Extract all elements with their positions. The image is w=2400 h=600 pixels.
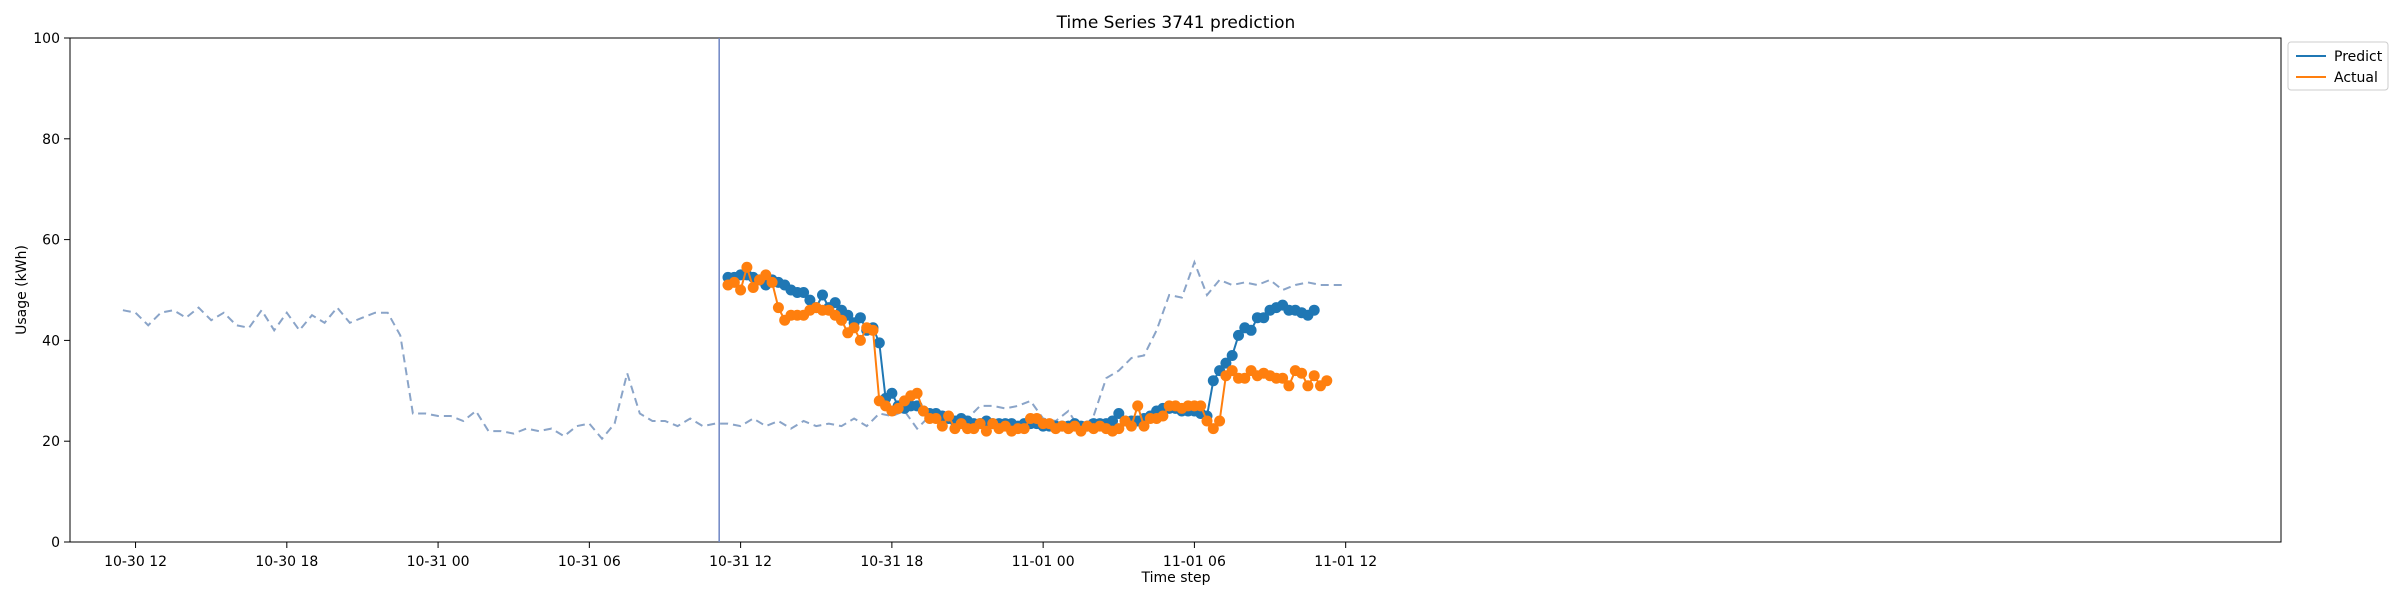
- x-tick-label: 10-31 18: [860, 554, 923, 570]
- actual-point: [1277, 372, 1289, 384]
- x-tick-label: 11-01 06: [1163, 554, 1226, 570]
- predict-point: [854, 312, 866, 324]
- y-axis-label: Usage (kWh): [14, 245, 30, 335]
- y-tick-label: 40: [42, 333, 60, 349]
- y-tick-label: 20: [42, 434, 60, 450]
- x-tick-label: 10-30 12: [104, 554, 167, 570]
- actual-point: [1125, 420, 1137, 432]
- x-tick-label: 10-30 18: [255, 554, 318, 570]
- actual-point: [848, 322, 860, 334]
- y-tick-label: 60: [42, 233, 60, 249]
- actual-point: [911, 387, 923, 399]
- actual-point: [747, 282, 759, 293]
- actual-point: [741, 261, 753, 273]
- actual-point: [1296, 367, 1308, 379]
- actual-point: [1207, 423, 1219, 435]
- actual-point: [936, 420, 948, 432]
- actual-point: [892, 402, 904, 414]
- actual-point: [760, 269, 772, 281]
- actual-point: [1302, 380, 1314, 392]
- actual-point: [772, 302, 784, 314]
- actual-point: [930, 413, 942, 424]
- actual-point: [1132, 400, 1144, 412]
- actual-point: [766, 276, 778, 288]
- actual-point: [867, 324, 879, 336]
- predict-point: [1220, 357, 1232, 369]
- y-tick-label: 100: [33, 31, 60, 47]
- legend-actual-label: Actual: [2334, 70, 2378, 86]
- actual-line: [727, 263, 1328, 433]
- actual-point: [974, 418, 986, 430]
- x-axis-label: Time step: [1141, 570, 1211, 586]
- chart-title: Time Series 3741 prediction: [1056, 13, 1296, 33]
- predict-point: [1233, 329, 1244, 341]
- predict-point: [1207, 375, 1219, 387]
- legend: Predict Actual: [2287, 41, 2389, 91]
- predict-point: [1258, 312, 1270, 324]
- actual-point: [1214, 415, 1226, 427]
- actual-series-layer: [722, 261, 1333, 437]
- history-line: [122, 259, 1346, 441]
- predict-point: [798, 287, 810, 298]
- y-axis: 0 20 40 60 80 100: [33, 31, 70, 551]
- actual-point: [728, 276, 740, 288]
- predict-point: [1107, 415, 1118, 427]
- actual-point: [1321, 375, 1333, 387]
- predict-point: [1245, 324, 1257, 336]
- actual-point: [917, 405, 929, 417]
- actual-point: [1018, 423, 1030, 435]
- actual-point: [1195, 400, 1207, 412]
- x-axis: 10-30 12 10-30 18 10-31 00 10-31 06 10-31 12…: [104, 542, 1377, 570]
- actual-point: [943, 410, 955, 422]
- predict-point: [873, 337, 885, 349]
- x-tick-label: 10-31 06: [558, 554, 621, 570]
- actual-point: [1239, 372, 1251, 384]
- x-tick-label: 10-31 00: [407, 554, 470, 570]
- actual-point: [1283, 380, 1295, 392]
- predict-line: [728, 273, 1315, 428]
- predict-point: [886, 387, 898, 399]
- predict-point: [804, 294, 816, 306]
- x-tick-label: 11-01 00: [1012, 554, 1075, 570]
- actual-point: [836, 314, 847, 326]
- actual-point: [1308, 370, 1320, 382]
- y-tick-label: 80: [42, 132, 60, 148]
- actual-point: [1157, 410, 1169, 422]
- predict-point: [1113, 408, 1125, 419]
- history-series-layer: [122, 259, 1346, 441]
- actual-point: [854, 334, 866, 346]
- predict-point: [817, 289, 828, 301]
- legend-predict-label: Predict: [2334, 49, 2383, 65]
- x-tick-label: 11-01 12: [1314, 554, 1377, 570]
- y-tick-label: 0: [51, 535, 60, 551]
- actual-point: [1226, 365, 1238, 377]
- predict-point: [1308, 304, 1320, 316]
- x-tick-label: 10-31 12: [709, 554, 772, 570]
- actual-point: [1138, 420, 1150, 432]
- actual-point: [735, 284, 747, 296]
- predict-series-layer: [722, 269, 1320, 432]
- plot-area-frame: [69, 37, 2282, 543]
- actual-point: [1201, 415, 1213, 427]
- predict-point: [829, 297, 841, 309]
- actual-point: [1113, 423, 1125, 435]
- predict-point: [1226, 350, 1238, 361]
- actual-point: [980, 425, 992, 437]
